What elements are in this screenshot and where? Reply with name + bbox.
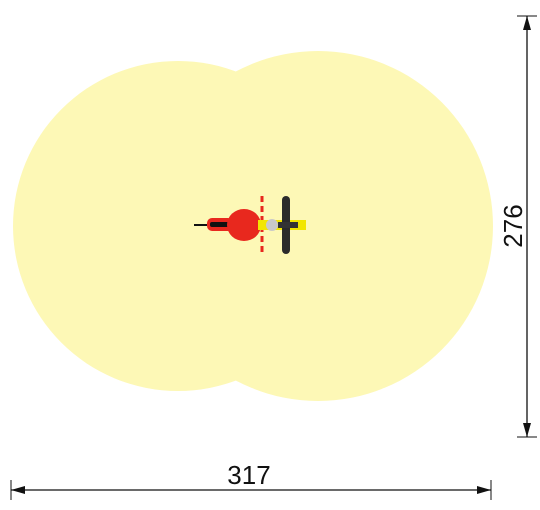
height-dimension-label: 276 bbox=[498, 204, 528, 247]
ride-on-equipment bbox=[194, 196, 306, 254]
width-dimension: 317 bbox=[10, 460, 492, 500]
handlebar bbox=[278, 222, 298, 228]
width-arrow-left bbox=[11, 486, 25, 494]
rear-seat-inner bbox=[210, 222, 230, 227]
safety-zone bbox=[13, 51, 493, 401]
width-dimension-label: 317 bbox=[227, 460, 270, 490]
height-arrow-bottom bbox=[523, 423, 531, 437]
main-body bbox=[227, 209, 261, 241]
front-hub bbox=[266, 219, 278, 231]
height-dimension: 276 bbox=[498, 15, 537, 438]
width-arrow-right bbox=[477, 486, 491, 494]
safety-zone-right-circle bbox=[143, 51, 493, 401]
height-arrow-top bbox=[523, 16, 531, 30]
